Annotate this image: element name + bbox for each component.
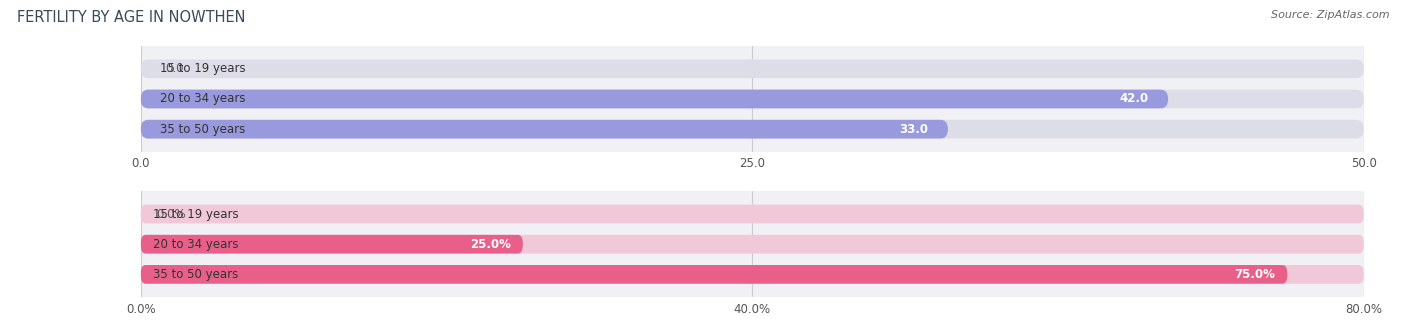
Text: 15 to 19 years: 15 to 19 years (160, 62, 246, 75)
FancyBboxPatch shape (141, 59, 1364, 78)
FancyBboxPatch shape (141, 265, 1364, 284)
Text: 33.0: 33.0 (900, 123, 928, 136)
FancyBboxPatch shape (141, 120, 948, 139)
Text: 0.0: 0.0 (165, 62, 184, 75)
FancyBboxPatch shape (141, 235, 1364, 253)
Text: 35 to 50 years: 35 to 50 years (160, 123, 246, 136)
Text: 15 to 19 years: 15 to 19 years (153, 208, 239, 220)
Text: FERTILITY BY AGE IN NOWTHEN: FERTILITY BY AGE IN NOWTHEN (17, 10, 246, 25)
Text: 42.0: 42.0 (1119, 92, 1149, 106)
Text: Source: ZipAtlas.com: Source: ZipAtlas.com (1271, 10, 1389, 20)
FancyBboxPatch shape (141, 90, 1168, 108)
Text: 35 to 50 years: 35 to 50 years (153, 268, 238, 281)
Text: 0.0%: 0.0% (156, 208, 186, 220)
Text: 20 to 34 years: 20 to 34 years (160, 92, 246, 106)
Text: 20 to 34 years: 20 to 34 years (153, 238, 239, 251)
Text: 75.0%: 75.0% (1234, 268, 1275, 281)
FancyBboxPatch shape (141, 90, 1364, 108)
Text: 25.0%: 25.0% (470, 238, 510, 251)
FancyBboxPatch shape (141, 120, 1364, 139)
FancyBboxPatch shape (141, 205, 1364, 223)
FancyBboxPatch shape (141, 235, 523, 253)
FancyBboxPatch shape (141, 265, 1288, 284)
